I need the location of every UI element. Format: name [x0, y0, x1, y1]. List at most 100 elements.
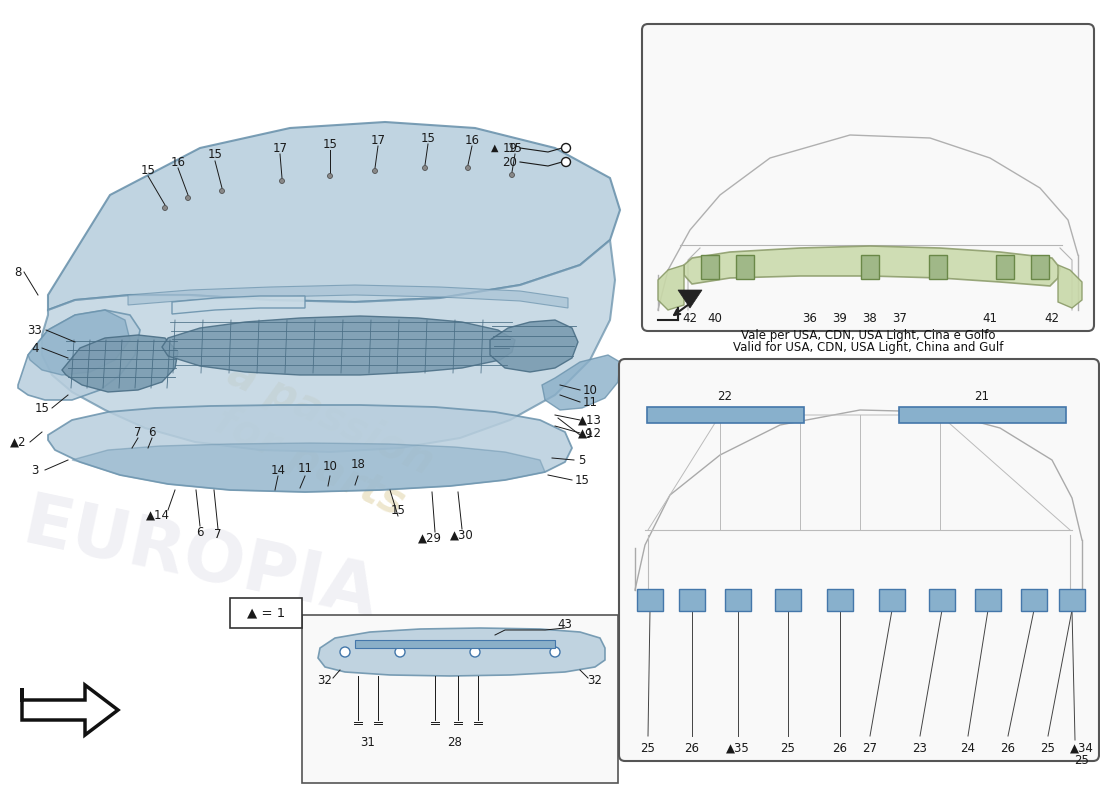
Text: 27: 27 — [862, 742, 878, 754]
Circle shape — [550, 647, 560, 657]
FancyBboxPatch shape — [879, 589, 905, 611]
Text: 40: 40 — [707, 311, 723, 325]
Text: 16: 16 — [170, 155, 186, 169]
Text: 33: 33 — [28, 323, 43, 337]
Text: 32: 32 — [587, 674, 603, 686]
FancyBboxPatch shape — [355, 640, 556, 648]
Text: 23: 23 — [913, 742, 927, 754]
Text: 25: 25 — [640, 742, 656, 754]
Polygon shape — [48, 122, 620, 310]
Polygon shape — [172, 296, 305, 314]
Text: ▲2: ▲2 — [10, 435, 26, 449]
FancyBboxPatch shape — [930, 589, 955, 611]
Text: 42: 42 — [1045, 311, 1059, 325]
Text: 41: 41 — [982, 311, 998, 325]
Polygon shape — [72, 443, 544, 492]
Text: 37: 37 — [892, 311, 907, 325]
Text: 21: 21 — [975, 390, 990, 403]
Text: 20: 20 — [503, 155, 517, 169]
Text: 6: 6 — [196, 526, 204, 538]
Circle shape — [220, 189, 224, 194]
FancyBboxPatch shape — [930, 255, 947, 279]
Text: 24: 24 — [960, 742, 976, 754]
Text: Valid for USA, CDN, USA Light, China and Gulf: Valid for USA, CDN, USA Light, China and… — [733, 342, 1003, 354]
Text: 28: 28 — [448, 735, 462, 749]
Circle shape — [395, 647, 405, 657]
Polygon shape — [678, 290, 702, 308]
Text: 19: 19 — [503, 142, 517, 154]
FancyBboxPatch shape — [1059, 589, 1085, 611]
FancyBboxPatch shape — [642, 24, 1094, 331]
Polygon shape — [658, 265, 684, 310]
FancyBboxPatch shape — [827, 589, 853, 611]
FancyBboxPatch shape — [725, 589, 751, 611]
Text: 15: 15 — [390, 503, 406, 517]
Text: ▲29: ▲29 — [418, 531, 442, 545]
Text: 7: 7 — [134, 426, 142, 438]
Text: ▲: ▲ — [492, 143, 498, 153]
Text: 31: 31 — [361, 735, 375, 749]
Text: 17: 17 — [371, 134, 385, 146]
Text: a passion
for parts: a passion for parts — [200, 352, 440, 528]
Text: 25: 25 — [1075, 754, 1089, 766]
Polygon shape — [128, 285, 568, 308]
Text: 8: 8 — [14, 266, 22, 278]
Text: 7: 7 — [214, 529, 222, 542]
Text: ▲14: ▲14 — [146, 509, 170, 522]
Polygon shape — [28, 310, 130, 375]
FancyBboxPatch shape — [1021, 589, 1047, 611]
Text: 18: 18 — [351, 458, 365, 471]
FancyBboxPatch shape — [736, 255, 754, 279]
Circle shape — [561, 158, 571, 166]
Text: 5: 5 — [579, 454, 585, 466]
Circle shape — [470, 647, 480, 657]
Text: EUROPIA: EUROPIA — [16, 489, 384, 631]
Text: 11: 11 — [583, 395, 597, 409]
Text: 43: 43 — [558, 618, 572, 630]
FancyBboxPatch shape — [701, 255, 719, 279]
FancyBboxPatch shape — [996, 255, 1014, 279]
FancyBboxPatch shape — [975, 589, 1001, 611]
Text: 32: 32 — [318, 674, 332, 686]
Text: 26: 26 — [1001, 742, 1015, 754]
Text: 16: 16 — [464, 134, 480, 146]
Circle shape — [561, 143, 571, 153]
FancyBboxPatch shape — [302, 615, 618, 783]
Text: 15: 15 — [507, 142, 522, 154]
Text: 11: 11 — [297, 462, 312, 474]
Text: 3: 3 — [31, 463, 38, 477]
Text: ▲12: ▲12 — [578, 426, 602, 439]
Text: 36: 36 — [803, 311, 817, 325]
Text: ▲13: ▲13 — [579, 414, 602, 426]
FancyBboxPatch shape — [637, 589, 663, 611]
FancyBboxPatch shape — [899, 407, 1066, 423]
Text: ▲30: ▲30 — [450, 529, 474, 542]
Circle shape — [340, 647, 350, 657]
Polygon shape — [162, 316, 515, 375]
Polygon shape — [542, 355, 620, 410]
Circle shape — [509, 173, 515, 178]
Text: 15: 15 — [322, 138, 338, 150]
Circle shape — [279, 178, 285, 183]
Polygon shape — [62, 335, 178, 392]
FancyBboxPatch shape — [230, 598, 302, 628]
Polygon shape — [1058, 265, 1082, 308]
Text: 22: 22 — [717, 390, 733, 403]
Text: 15: 15 — [34, 402, 50, 414]
Text: 39: 39 — [833, 311, 847, 325]
Text: 15: 15 — [208, 149, 222, 162]
Text: 10: 10 — [322, 459, 338, 473]
Text: 17: 17 — [273, 142, 287, 154]
Text: 15: 15 — [141, 163, 155, 177]
Text: 15: 15 — [420, 131, 436, 145]
Circle shape — [373, 169, 377, 174]
Circle shape — [422, 166, 428, 170]
Text: 6: 6 — [148, 426, 156, 438]
Text: ▲ = 1: ▲ = 1 — [246, 606, 285, 619]
FancyBboxPatch shape — [619, 359, 1099, 761]
FancyBboxPatch shape — [647, 407, 804, 423]
Text: 38: 38 — [862, 311, 878, 325]
Text: 26: 26 — [833, 742, 847, 754]
Polygon shape — [48, 405, 572, 492]
Circle shape — [186, 195, 190, 201]
